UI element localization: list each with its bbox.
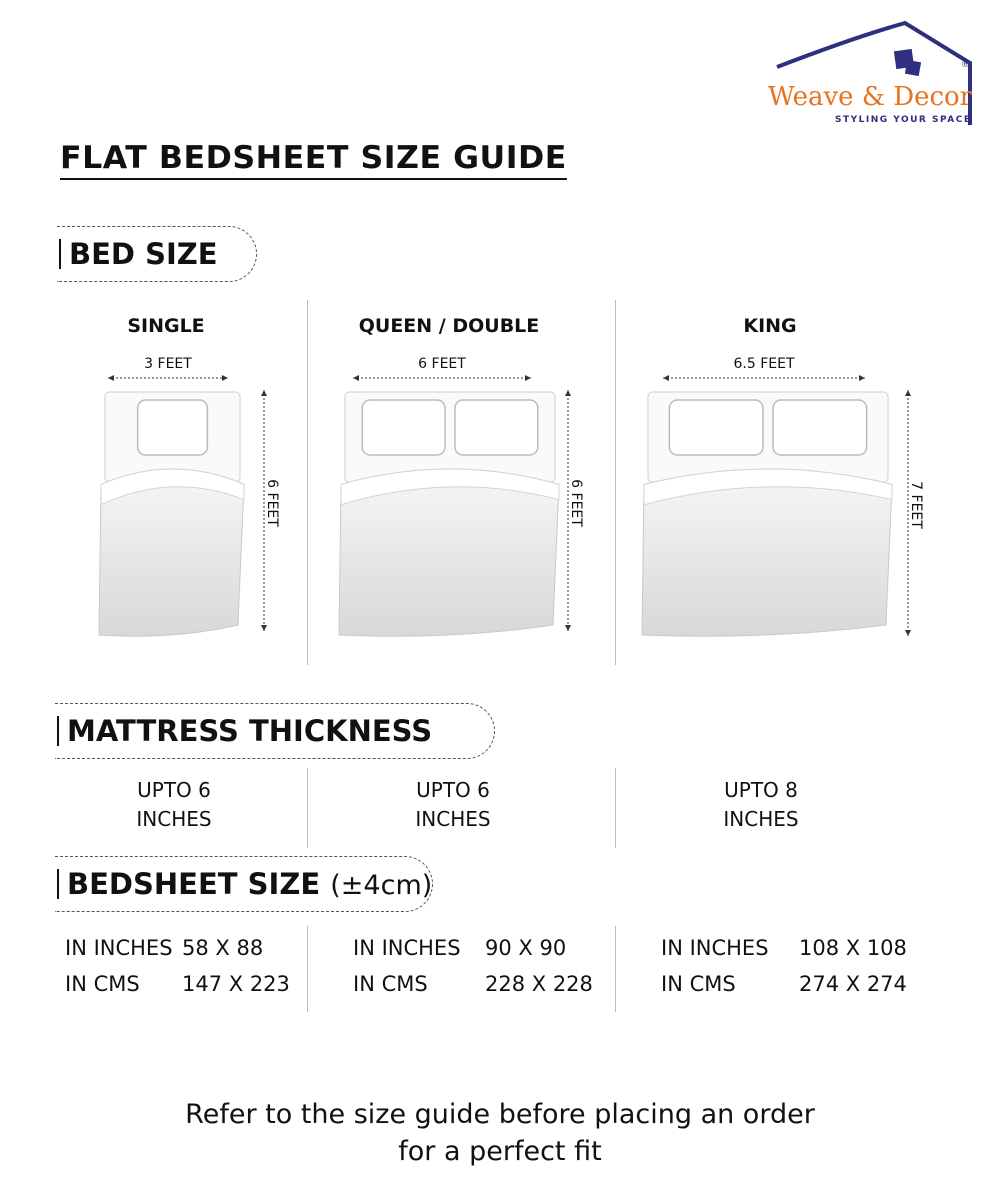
width-arrow: [663, 375, 865, 381]
cms-value: 228 X 228: [485, 972, 593, 996]
bed-size-name: SINGLE: [127, 315, 205, 337]
inches-value: 90 X 90: [485, 936, 567, 960]
svg-text:®: ®: [961, 60, 970, 70]
section-bed-size: BED SIZE: [57, 226, 257, 282]
mattress-thickness: UPTO 8 INCHES: [723, 778, 799, 831]
tolerance: (±4cm): [330, 870, 433, 901]
cms-label: IN CMS: [65, 972, 140, 996]
cms-label: IN CMS: [353, 972, 428, 996]
bed-illustration: [338, 391, 560, 637]
inches-value: 58 X 88: [182, 936, 264, 960]
cms-label: IN CMS: [661, 972, 736, 996]
svg-text:Weave & Decor: Weave & Decor: [768, 82, 973, 112]
mattress-thickness: UPTO 6 INCHES: [415, 778, 491, 831]
section-label: BEDSHEET SIZE: [67, 867, 321, 901]
bed-size-name: KING: [743, 315, 797, 337]
length-arrow: [565, 390, 571, 631]
section-label: MATTRESS THICKNESS: [67, 714, 433, 748]
footer-note: Refer to the size guide before placing a…: [0, 1096, 1000, 1170]
width-label: 6.5 FEET: [733, 356, 795, 372]
inches-label: IN INCHES: [661, 936, 769, 960]
svg-text:STYLING YOUR SPACE: STYLING YOUR SPACE: [835, 115, 971, 125]
cms-value: 147 X 223: [182, 972, 290, 996]
footer-line: for a perfect fit: [398, 1136, 602, 1167]
bed-illustration: [98, 391, 245, 637]
section-bedsheet: BEDSHEET SIZE (±4cm): [55, 856, 433, 912]
length-label: 6 FEET: [264, 478, 280, 527]
inches-value: 108 X 108: [799, 936, 907, 960]
inches-label: IN INCHES: [65, 936, 173, 960]
length-arrow: [905, 390, 911, 636]
bed-illustration: [641, 391, 893, 637]
cms-value: 274 X 274: [799, 972, 907, 996]
width-label: 6 FEET: [418, 356, 466, 372]
inches-label: IN INCHES: [353, 936, 461, 960]
section-mattress: MATTRESS THICKNESS: [55, 703, 495, 759]
width-arrow: [353, 375, 531, 381]
length-arrow: [261, 390, 267, 631]
brand-logo: Weave & Decor STYLING YOUR SPACE ®: [768, 20, 973, 125]
section-label: BED SIZE: [69, 237, 218, 271]
mattress-thickness: UPTO 6 INCHES: [136, 778, 212, 831]
length-label: 6 FEET: [568, 478, 584, 527]
page-title: FLAT BEDSHEET SIZE GUIDE: [60, 140, 567, 180]
width-arrow: [108, 375, 228, 381]
length-label: 7 FEET: [908, 481, 924, 529]
bed-size-name: QUEEN / DOUBLE: [358, 315, 540, 337]
footer-line: Refer to the size guide before placing a…: [185, 1099, 815, 1130]
width-label: 3 FEET: [144, 356, 192, 372]
